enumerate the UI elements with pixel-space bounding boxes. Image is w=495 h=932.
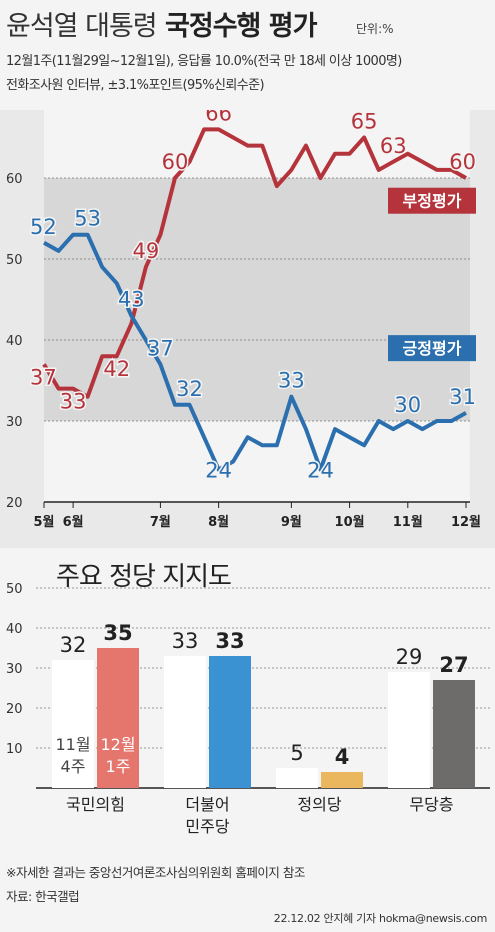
credit-label: 22.12.02 안지혜 기자 hokma@newsis.com bbox=[273, 912, 488, 925]
footnote: ※자세한 결과는 중앙선거여론조사심의위원회 홈페이지 참조 bbox=[6, 865, 305, 880]
bar-y-tick-label: 50 bbox=[6, 582, 23, 597]
positive-legend-label: 긍정평가 bbox=[403, 339, 462, 358]
survey-method: 전화조사원 인터뷰, ±3.1%포인트(95%신뢰수준) bbox=[6, 78, 265, 93]
bar-value-label: 35 bbox=[103, 621, 132, 645]
x-tick-label: 12월 bbox=[451, 514, 481, 530]
data-label: 24 bbox=[205, 459, 232, 483]
highlight-band bbox=[44, 178, 470, 421]
positive-legend-tag bbox=[388, 335, 476, 362]
title-part1: 윤석열 대통령 bbox=[6, 11, 158, 42]
category-label: 국민의힘 bbox=[66, 795, 125, 814]
series-label: 11월 bbox=[55, 735, 90, 754]
bar-value-label: 32 bbox=[60, 633, 87, 657]
category-label: 정의당 bbox=[297, 795, 341, 814]
positive-series-line bbox=[43, 232, 467, 472]
bar-value-label: 29 bbox=[396, 645, 423, 669]
category-label: 무당층 bbox=[409, 795, 453, 814]
y-tick-label: 50 bbox=[6, 253, 23, 268]
bar-current bbox=[209, 656, 251, 788]
bar-current bbox=[97, 648, 139, 788]
data-label: 63 bbox=[380, 134, 407, 158]
bar-y-tick-label: 30 bbox=[6, 662, 23, 677]
y-tick-label: 30 bbox=[6, 415, 23, 430]
bar-current bbox=[433, 680, 475, 788]
data-label: 60 bbox=[449, 150, 476, 174]
bar-y-tick-label: 20 bbox=[6, 702, 23, 717]
data-label: 60 bbox=[162, 150, 189, 174]
bar-y-tick-label: 10 bbox=[6, 742, 23, 757]
series-label: 4주 bbox=[61, 757, 86, 776]
data-label: 42 bbox=[103, 357, 130, 381]
data-label: 37 bbox=[30, 365, 57, 389]
bar-value-label: 33 bbox=[215, 629, 244, 653]
header-panel bbox=[0, 0, 495, 110]
bar-previous bbox=[52, 660, 94, 788]
data-label: 24 bbox=[307, 459, 334, 483]
negative-legend-label: 부정평가 bbox=[403, 192, 462, 211]
x-tick-label: 7월 bbox=[150, 514, 171, 530]
data-label: 30 bbox=[394, 393, 421, 417]
x-tick-label: 5월 bbox=[33, 514, 54, 530]
series-label: 12월 bbox=[100, 735, 135, 754]
data-label: 37 bbox=[147, 336, 174, 360]
data-label: 66 bbox=[205, 110, 232, 125]
title-part2: 국정수행 평가 bbox=[165, 11, 317, 42]
x-tick-label: 8월 bbox=[208, 514, 229, 530]
survey-subtitle: 12월1주(11월29일~12월1일), 응답률 10.0%(전국 만 18세 … bbox=[6, 54, 402, 69]
y-tick-label: 40 bbox=[6, 334, 23, 349]
data-label: 31 bbox=[449, 385, 476, 409]
data-label: 49 bbox=[132, 239, 159, 263]
bar-current bbox=[321, 772, 363, 788]
x-tick-label: 9월 bbox=[281, 514, 302, 530]
x-tick-label: 6월 bbox=[63, 514, 84, 530]
y-tick-label: 60 bbox=[6, 172, 23, 187]
bar-value-label: 4 bbox=[335, 745, 350, 769]
negative-series-line bbox=[42, 127, 467, 399]
data-label: 33 bbox=[278, 369, 305, 393]
data-label: 52 bbox=[30, 215, 57, 239]
negative-legend-tag bbox=[388, 187, 476, 214]
x-tick-label: 10월 bbox=[335, 514, 365, 530]
chart-title: 윤석열 대통령 국정수행 평가 bbox=[6, 4, 317, 43]
bar-value-label: 33 bbox=[172, 629, 199, 653]
unit-label: 단위:% bbox=[356, 22, 394, 36]
data-label: 65 bbox=[351, 110, 378, 134]
category-label: 더불어 bbox=[185, 795, 229, 814]
y-tick-label: 20 bbox=[6, 496, 23, 511]
data-label: 43 bbox=[118, 288, 145, 312]
bar-previous bbox=[388, 672, 430, 788]
data-label: 32 bbox=[176, 377, 203, 401]
x-tick-label: 11월 bbox=[393, 514, 423, 530]
source-label: 자료: 한국갤럽 bbox=[6, 889, 80, 904]
bar-y-tick-label: 40 bbox=[6, 622, 23, 637]
data-label: 33 bbox=[60, 390, 87, 414]
series-label: 1주 bbox=[106, 757, 131, 776]
category-label: 민주당 bbox=[185, 817, 229, 836]
bar-previous bbox=[164, 656, 206, 788]
bar-previous bbox=[276, 768, 318, 788]
bar-value-label: 27 bbox=[439, 653, 468, 677]
party-chart-title: 주요 정당 지지도 bbox=[56, 562, 232, 592]
bar-value-label: 5 bbox=[290, 741, 303, 765]
data-label: 53 bbox=[74, 207, 101, 231]
